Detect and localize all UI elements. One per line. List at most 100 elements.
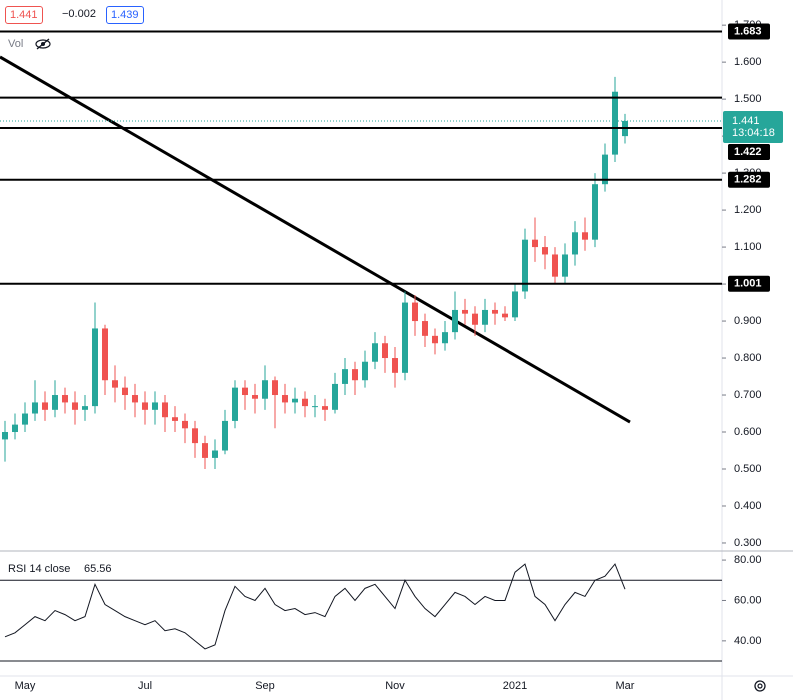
candle-body: [92, 328, 98, 407]
volume-label: Vol: [8, 38, 23, 50]
candle-body: [442, 332, 448, 344]
rsi-value: 65.56: [84, 563, 112, 575]
candle-body: [382, 343, 388, 359]
candle-body: [602, 154, 608, 185]
price-label-box: [723, 110, 783, 143]
candle-body: [362, 361, 368, 381]
candle-body: [62, 395, 68, 403]
y-tick-label: 40.00: [734, 635, 762, 647]
candle-body: [402, 302, 408, 373]
candle-body: [122, 387, 128, 396]
x-tick-label: Jul: [138, 680, 152, 692]
candle-body: [502, 313, 508, 318]
level-label: 1.422: [734, 146, 762, 158]
candle-body: [142, 402, 148, 410]
settings-icon[interactable]: [754, 680, 766, 692]
candle-body: [32, 402, 38, 414]
candle-body: [252, 395, 258, 399]
y-tick-label: 60.00: [734, 594, 762, 606]
level-label-box: [728, 23, 770, 40]
price-label: 1.441: [732, 115, 760, 127]
y-tick-label: 0.600: [734, 426, 762, 438]
candle-body: [12, 424, 18, 433]
candle-body: [192, 428, 198, 444]
candle-body: [152, 402, 158, 410]
candle-body: [472, 313, 478, 325]
trendline: [0, 55, 631, 424]
candle-body: [52, 395, 58, 410]
candle-body: [522, 239, 528, 292]
candle-body: [392, 358, 398, 373]
candle-body: [372, 343, 378, 362]
candle-body: [112, 380, 118, 388]
candle-body: [422, 321, 428, 336]
candle-body: [242, 387, 248, 396]
y-tick-label: 1.600: [734, 56, 762, 68]
candle-body: [572, 232, 578, 255]
y-tick-label: 0.900: [734, 315, 762, 327]
candle-body: [482, 309, 488, 325]
candle-body: [182, 420, 188, 429]
x-tick-label: Mar: [616, 680, 635, 692]
candle-body: [322, 406, 328, 410]
candle-body: [342, 369, 348, 384]
level-label: 1.282: [734, 174, 762, 186]
candle-body: [352, 369, 358, 381]
level-label: 1.001: [734, 278, 762, 290]
candle-body: [222, 420, 228, 451]
rsi-line: [4, 563, 626, 650]
candle-body: [532, 239, 538, 248]
candle-body: [432, 335, 438, 344]
y-tick-label: 80.00: [734, 554, 762, 566]
level-label-box: [728, 171, 770, 188]
candle-body: [2, 432, 8, 440]
candle-body: [102, 328, 108, 381]
y-tick-label: 0.400: [734, 500, 762, 512]
y-tick-label: 0.700: [734, 389, 762, 401]
candle-body: [552, 254, 558, 277]
countdown: 13:04:18: [732, 127, 775, 139]
y-tick-label: 1.200: [734, 204, 762, 216]
candle-body: [612, 91, 618, 155]
candle-body: [412, 302, 418, 322]
change: −0.002: [62, 8, 96, 20]
rsi-title: RSI 14 close: [8, 563, 70, 575]
candle-body: [72, 402, 78, 410]
candle-body: [202, 443, 208, 458]
x-tick-label: May: [15, 680, 36, 692]
level-label: 1.683: [734, 25, 762, 37]
candle-body: [542, 247, 548, 255]
x-tick-label: Nov: [385, 680, 405, 692]
level-label-box: [728, 143, 770, 160]
candle-body: [452, 309, 458, 333]
candle-body: [592, 184, 598, 240]
candle-body: [132, 395, 138, 403]
candle-body: [302, 398, 308, 407]
candle-body: [162, 402, 168, 418]
candle-body: [562, 254, 568, 277]
candle-body: [212, 450, 218, 458]
hide-volume-icon[interactable]: [35, 38, 51, 50]
candle-body: [82, 406, 88, 410]
level-label-box: [728, 275, 770, 292]
candle-body: [462, 309, 468, 314]
candle-body: [22, 413, 28, 425]
candle-body: [42, 402, 48, 410]
candle-body: [272, 380, 278, 396]
candle-body: [282, 395, 288, 403]
y-tick-label: 1.500: [734, 93, 762, 105]
bid-box: 1.439: [106, 6, 144, 24]
candle-body: [512, 291, 518, 318]
x-tick-label: Sep: [255, 680, 275, 692]
candle-body: [312, 406, 318, 408]
y-tick-label: 1.100: [734, 241, 762, 253]
candle-body: [492, 309, 498, 314]
y-tick-label: 0.500: [734, 463, 762, 475]
x-tick-label: 2021: [503, 680, 527, 692]
candle-body: [292, 398, 298, 403]
y-tick-label: 0.800: [734, 352, 762, 364]
price-box: 1.441: [5, 6, 43, 24]
y-tick-label: 0.300: [734, 537, 762, 549]
